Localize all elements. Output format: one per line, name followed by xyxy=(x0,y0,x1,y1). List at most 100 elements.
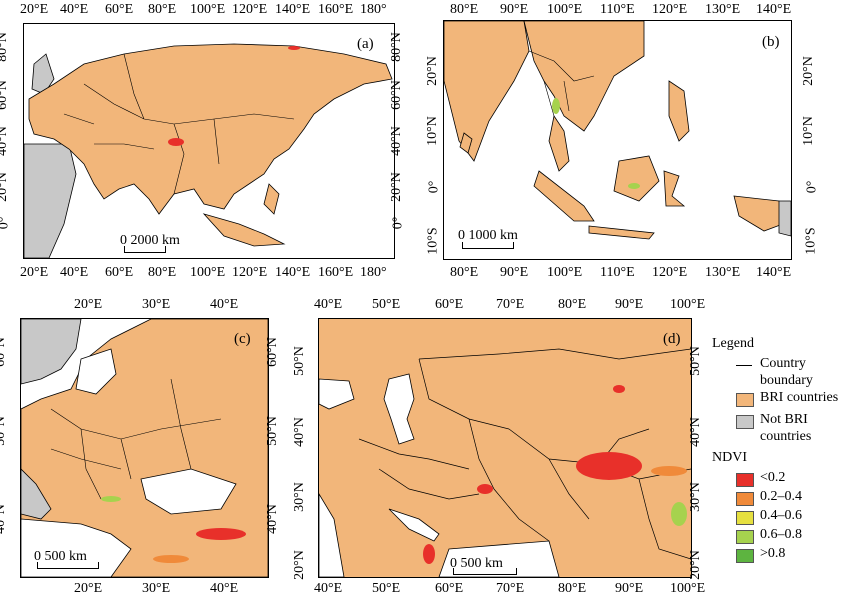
tick-c-lat-2: 40°N xyxy=(0,504,8,534)
tick-b-top-4: 120°E xyxy=(652,2,688,17)
legend-not-bri-line2: countries xyxy=(760,429,812,444)
tick-a-bot-6: 140°E xyxy=(275,265,311,280)
tick-c-bot-2: 40°E xyxy=(210,581,239,596)
tick-a-lat-r2: 40°N xyxy=(388,126,404,156)
panel-d-map xyxy=(318,318,692,578)
ndvi-red-tibet xyxy=(576,452,642,480)
tick-d-lat-0: 50°N xyxy=(291,346,307,376)
tick-a-top-6: 140°E xyxy=(275,2,311,17)
sri-lanka xyxy=(459,132,473,154)
philippines-b xyxy=(668,80,690,142)
ndvi-orange-c xyxy=(153,555,189,563)
tick-c-bot-1: 30°E xyxy=(142,581,171,596)
tick-d-bot-6: 100°E xyxy=(670,581,706,596)
ndvi-label-0: <0.2 xyxy=(760,470,786,485)
tick-a-lat-0: 80°N xyxy=(0,32,10,62)
tick-d-top-4: 80°E xyxy=(558,297,587,312)
tick-d-top-5: 90°E xyxy=(615,297,644,312)
boundaries-a xyxy=(63,53,295,195)
tick-c-lat-r1: 50°N xyxy=(264,416,280,446)
panel-c-svg xyxy=(21,319,268,577)
panel-b-scale: 0 1000 km xyxy=(458,228,518,243)
tick-a-bot-8: 180° xyxy=(360,265,387,280)
eurasia-bri xyxy=(28,43,393,215)
tick-a-top-7: 160°E xyxy=(318,2,354,17)
tick-a-bot-4: 100°E xyxy=(190,265,226,280)
tick-a-lat-2: 40°N xyxy=(0,126,10,156)
ndvi-tibet-a xyxy=(168,138,184,146)
tick-c-lat-r0: 60°N xyxy=(264,337,280,367)
tick-a-top-3: 80°E xyxy=(148,2,177,17)
tick-d-bot-4: 80°E xyxy=(558,581,587,596)
red-sea xyxy=(319,493,345,577)
panel-b-label: (b) xyxy=(762,34,780,50)
baltic-sea xyxy=(75,348,117,395)
asia-bri-d xyxy=(319,319,691,577)
legend-title: Legend xyxy=(712,336,754,351)
tick-a-lat-r1: 60°N xyxy=(388,80,404,110)
panel-c-scalebar xyxy=(37,562,99,569)
ndvi-red-afghan xyxy=(477,484,493,494)
ndvi-red-arabia xyxy=(423,544,435,564)
ndvi-label-1: 0.2–0.4 xyxy=(760,489,802,504)
tick-a-top-4: 100°E xyxy=(190,2,226,17)
tick-a-bot-7: 160°E xyxy=(318,265,354,280)
tick-d-top-6: 100°E xyxy=(670,297,706,312)
tick-d-lat-3: 20°N xyxy=(291,550,307,580)
tick-c-lat-1: 50°N xyxy=(0,416,8,446)
tick-c-top-2: 40°E xyxy=(210,297,239,312)
tick-a-bot-2: 60°E xyxy=(105,265,134,280)
not-bri-italy xyxy=(21,468,52,520)
tick-b-lat-1: 10°N xyxy=(424,116,440,146)
tick-b-lat-r1: 10°N xyxy=(800,116,816,146)
persian-gulf xyxy=(388,508,440,542)
tick-b-lat-r3: 10°S xyxy=(803,227,819,255)
tick-c-top-1: 30°E xyxy=(142,297,171,312)
sulawesi xyxy=(663,170,686,207)
legend-boundary-line2: boundary xyxy=(760,373,813,388)
caspian-sea xyxy=(383,373,415,445)
ndvi-green-b1 xyxy=(552,98,560,114)
boundary-line-icon xyxy=(736,365,752,366)
tick-d-bot-3: 70°E xyxy=(496,581,525,596)
sumatra xyxy=(533,170,595,222)
black-sea-d xyxy=(319,378,355,410)
panel-a-scalebar xyxy=(124,246,166,253)
tick-a-top-8: 180° xyxy=(360,2,387,17)
legend-boundary: Country boundary xyxy=(712,356,847,390)
tick-b-top-5: 130°E xyxy=(705,2,741,17)
tick-c-bot-0: 20°E xyxy=(74,581,103,596)
china-indochina xyxy=(523,21,645,132)
legend-boundary-line1: Country xyxy=(760,356,806,371)
tick-b-bot-6: 140°E xyxy=(756,265,792,280)
boundaries-b xyxy=(528,50,595,117)
tick-b-lat-2: 0° xyxy=(426,180,442,194)
tick-c-lat-r2: 40°N xyxy=(264,504,280,534)
tick-d-top-0: 40°E xyxy=(314,297,343,312)
legend-ndvi-class: >0.8 xyxy=(712,546,847,565)
panel-b-map xyxy=(443,20,792,260)
tick-a-lat-4: 0° xyxy=(0,216,12,230)
tick-b-lat-r0: 20°N xyxy=(800,56,816,86)
tick-a-top-1: 40°E xyxy=(60,2,89,17)
not-bri-scandinavia-c xyxy=(21,319,82,385)
tick-d-bot-0: 40°E xyxy=(314,581,343,596)
tick-d-lat-2: 30°N xyxy=(291,482,307,512)
tick-d-lat-r0: 50°N xyxy=(687,346,703,376)
ndvi-green-b2 xyxy=(628,183,640,189)
java xyxy=(588,225,655,240)
tick-b-bot-1: 90°E xyxy=(500,265,529,280)
panel-a-label: (a) xyxy=(357,36,374,52)
tick-b-bot-5: 130°E xyxy=(705,265,741,280)
tick-a-top-2: 60°E xyxy=(105,2,134,17)
ndvi-label-4: >0.8 xyxy=(760,546,786,561)
tick-c-lat-0: 60°N xyxy=(0,337,8,367)
tick-b-bot-4: 120°E xyxy=(652,265,688,280)
tick-b-lat-3: 10°S xyxy=(425,227,441,255)
tick-b-top-3: 110°E xyxy=(600,2,635,17)
tick-a-lat-r0: 80°N xyxy=(388,32,404,62)
not-bri-scandinavia xyxy=(31,53,55,95)
not-bri-africa xyxy=(24,143,77,258)
tick-a-lat-3: 20°N xyxy=(0,172,10,202)
panel-c-scale: 0 500 km xyxy=(34,549,87,564)
